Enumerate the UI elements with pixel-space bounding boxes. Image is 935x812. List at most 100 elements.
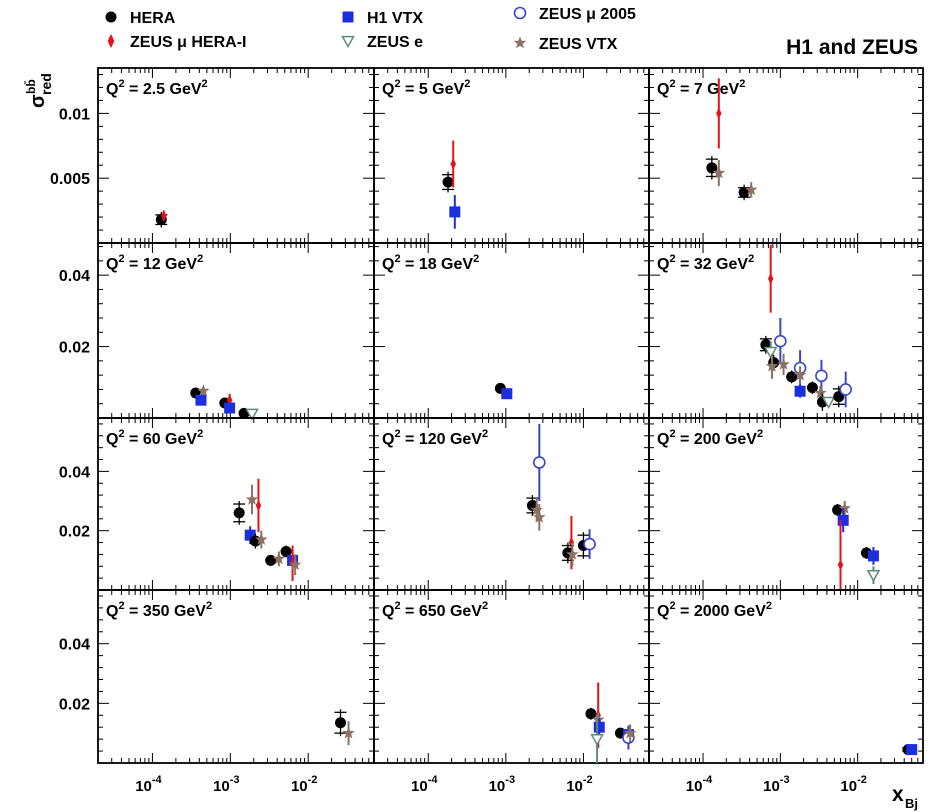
marker-zeus_vtx [777, 357, 790, 370]
panel-q2-value: 2.5 [143, 81, 165, 98]
marker-h1_vtx [593, 721, 605, 733]
point-hera [832, 504, 844, 516]
marker-zeus_vtx [272, 552, 286, 565]
point-hera [786, 370, 798, 384]
x-tick-exp: -2 [583, 774, 593, 786]
marker-zeus_vtx [712, 166, 726, 179]
marker-h1_vtx [224, 402, 236, 414]
panel-q2-label: Q2 = 2.5 GeV2 [106, 78, 208, 98]
legend-item-zeus_mu_h1: ZEUS μ HERA-I [107, 33, 246, 51]
point-zeus_vtx [288, 554, 302, 576]
legend-item-hera: HERA [105, 10, 176, 27]
x-ticks [373, 418, 650, 590]
y-tick-label: 0.04 [59, 637, 90, 654]
point-hera [705, 156, 718, 180]
marker-zeus_mu2005 [774, 334, 787, 348]
marker-zeus_vtx [814, 386, 827, 399]
x-ticks [648, 418, 924, 590]
marker-hera [738, 186, 750, 198]
marker-h1_vtx [837, 514, 849, 526]
point-h1_vtx [837, 508, 849, 533]
marker-zeus_mu_h1 [450, 158, 456, 170]
panel-q2-label: Q2 = 5 GeV2 [382, 78, 470, 98]
x-tick-base: 10 [213, 778, 230, 795]
marker-zeus_mu_h1 [226, 394, 233, 406]
point-hera [806, 381, 818, 395]
legend-marker-hera [105, 11, 117, 23]
panel-q2-label: Q2 = 32 GeV2 [657, 253, 754, 273]
panel-q2-label: Q2 = 120 GeV2 [382, 428, 488, 448]
marker-hera [706, 162, 718, 174]
data-points [759, 244, 852, 411]
legend-marker-h1_vtx [342, 11, 354, 23]
panel-q2-value: 350 [143, 603, 170, 620]
panel-q2-60: 0.02 0.04 Q2 = 60 GeV2 [59, 417, 375, 591]
point-zeus_mu2005 [583, 529, 596, 559]
panel-frame [648, 589, 924, 764]
point-h1_vtx [195, 394, 207, 406]
x-ticks [648, 590, 924, 763]
x-tick-exp: -2 [308, 774, 318, 786]
data-points [585, 682, 637, 763]
y-tick-label: 0.005 [50, 171, 90, 188]
x-tick-label: 10-4 [135, 774, 162, 795]
panel-q2-5: Q2 = 5 GeV2 [373, 67, 650, 244]
marker-zeus_mu_h1 [255, 499, 262, 512]
point-zeus_vtx [765, 353, 779, 379]
x-tick-exp: -2 [857, 774, 867, 786]
point-zeus_vtx [342, 721, 355, 746]
marker-zeus_vtx [838, 501, 851, 514]
marker-h1_vtx [501, 388, 513, 400]
x-tick-base: 10 [763, 778, 780, 795]
panel-q2-label: Q2 = 18 GeV2 [382, 253, 479, 273]
marker-h1_vtx [244, 529, 256, 541]
x-tick-base: 10 [411, 778, 428, 795]
point-hera [155, 211, 168, 228]
y-tick-label: 0.02 [59, 524, 90, 541]
point-zeus_mu_h1 [716, 78, 722, 149]
point-h1_vtx [593, 718, 605, 737]
marker-zeus_vtx [530, 503, 543, 516]
x-axis-label-text: x [892, 783, 904, 806]
x-tick-label: 10-2 [840, 774, 866, 795]
point-h1_vtx [224, 402, 236, 414]
panel-q2-value: 60 [143, 431, 161, 448]
point-zeus_vtx [272, 551, 286, 567]
point-zeus_vtx [793, 366, 807, 385]
point-h1_vtx [794, 384, 806, 398]
panel-q2-120: Q2 = 120 GeV2 [373, 417, 650, 591]
y-axis-label-text: σ [27, 94, 49, 108]
point-zeus_vtx [566, 542, 579, 567]
marker-zeus_mu_h1 [161, 209, 167, 222]
data-points [334, 709, 355, 746]
x-tick-label: 10-2 [291, 774, 317, 795]
legend-label-h1_vtx: H1 VTX [367, 10, 423, 27]
point-h1_vtx [501, 388, 513, 400]
y-axis-label-sub: red [38, 73, 54, 95]
point-h1_vtx [449, 195, 461, 229]
marker-zeus_vtx [533, 510, 546, 523]
legend-item-zeus_e: ZEUS e [341, 34, 423, 51]
marker-zeus_e [763, 346, 778, 359]
panel-q2-label: Q2 = 12 GeV2 [106, 253, 203, 273]
point-zeus_vtx [533, 504, 546, 531]
x-ticks [373, 68, 650, 243]
panel-q2-label: Q2 = 60 GeV2 [106, 428, 203, 448]
marker-zeus_vtx [566, 547, 579, 560]
legend-label-hera: HERA [130, 10, 176, 27]
marker-zeus_mu2005 [815, 369, 828, 383]
point-zeus_e [245, 408, 259, 421]
point-zeus_mu_h1 [161, 209, 167, 222]
x-tick-exp: -3 [505, 774, 515, 786]
panel-q2-label: Q2 = 350 GeV2 [106, 600, 212, 620]
panel-q2-2000: 10-4 10-3 10-2Q2 = 2000 GeV2 [648, 589, 924, 795]
marker-hera [585, 708, 597, 720]
marker-zeus_vtx [591, 713, 605, 726]
point-h1_vtx [906, 744, 918, 756]
marker-zeus_mu2005 [583, 537, 596, 551]
marker-zeus_mu2005 [533, 456, 546, 469]
marker-zeus_vtx [342, 726, 355, 739]
panel-q2-18: Q2 = 18 GeV2 [373, 242, 650, 419]
marker-zeus_vtx [765, 359, 779, 372]
